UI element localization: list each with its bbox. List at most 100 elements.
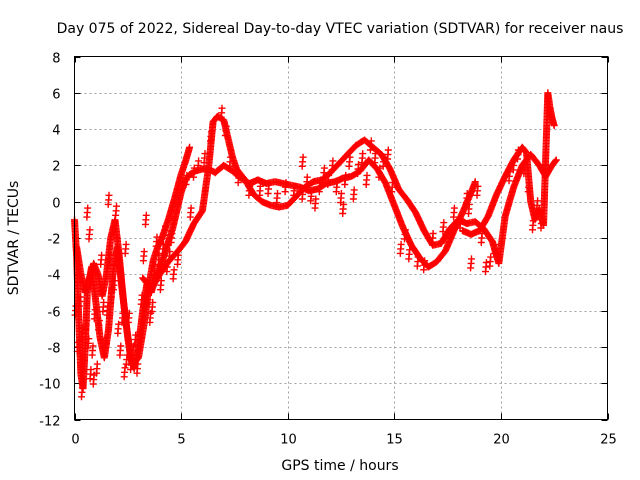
data-point — [468, 255, 475, 263]
data-point — [89, 342, 97, 350]
data-point — [154, 260, 162, 268]
data-point — [487, 253, 495, 261]
series-scatter-early — [71, 191, 182, 401]
data-point — [389, 179, 397, 187]
data-point — [112, 211, 120, 219]
data-point — [133, 369, 141, 377]
data-point — [491, 240, 499, 248]
data-point — [467, 264, 475, 272]
data-point — [329, 157, 337, 165]
data-point — [273, 199, 281, 207]
data-point — [465, 200, 473, 208]
data-point — [186, 213, 194, 221]
data-point — [384, 155, 391, 163]
data-point — [142, 220, 149, 228]
data-point — [106, 251, 114, 259]
data-point — [150, 271, 158, 279]
data-point — [174, 260, 181, 268]
data-point — [134, 360, 142, 368]
data-point — [146, 318, 154, 326]
data-point — [83, 317, 91, 325]
data-point — [83, 213, 91, 221]
data-point — [129, 351, 137, 359]
data-point — [148, 308, 156, 315]
data-point — [190, 173, 197, 181]
data-point — [525, 179, 533, 187]
y-tick-label: 8 — [52, 52, 60, 67]
data-point — [166, 248, 174, 256]
data-point — [124, 318, 132, 326]
data-point — [346, 153, 354, 161]
data-point — [298, 162, 306, 170]
x-axis-label: GPS time / hours — [281, 458, 398, 474]
data-point — [332, 188, 340, 196]
data-point — [514, 155, 521, 163]
data-point — [246, 182, 254, 190]
data-point — [217, 113, 225, 121]
data-point — [291, 182, 298, 190]
data-point — [362, 181, 370, 188]
data-point — [88, 351, 96, 359]
data-point — [186, 143, 194, 151]
data-point — [397, 240, 405, 248]
data-point — [264, 190, 272, 197]
data-point — [140, 248, 148, 256]
data-point — [256, 191, 264, 199]
data-point — [152, 242, 160, 250]
data-point — [121, 249, 129, 257]
data-point — [207, 128, 215, 136]
data-point — [71, 311, 79, 319]
data-point — [477, 239, 485, 246]
data-point — [359, 150, 367, 158]
data-point — [104, 200, 112, 208]
data-point — [95, 326, 103, 334]
data-point — [320, 173, 327, 181]
data-point — [320, 164, 328, 172]
x-tick-label: 0 — [71, 433, 79, 448]
data-point — [102, 335, 110, 343]
data-point — [529, 226, 536, 234]
data-point — [303, 173, 311, 181]
data-point — [90, 371, 98, 379]
data-point — [505, 177, 513, 185]
data-point — [195, 157, 203, 165]
y-tick-label: -12 — [39, 415, 60, 430]
data-point — [371, 159, 379, 167]
data-point — [95, 317, 103, 325]
data-point — [85, 335, 93, 343]
data-point — [90, 315, 98, 323]
data-point — [114, 329, 122, 337]
data-point — [182, 181, 190, 188]
data-point — [105, 260, 113, 268]
data-point — [84, 204, 92, 212]
data-point — [149, 298, 157, 306]
data-point — [509, 166, 517, 174]
data-point — [113, 202, 120, 210]
data-point — [324, 181, 332, 188]
data-point — [97, 260, 105, 268]
data-point — [100, 298, 108, 306]
data-point — [163, 268, 171, 276]
data-point — [165, 257, 173, 265]
data-point — [406, 246, 414, 254]
data-point — [299, 153, 307, 161]
y-tick-label: -2 — [48, 233, 61, 248]
data-point — [168, 230, 176, 237]
y-tick-label: -8 — [48, 342, 61, 357]
data-point — [138, 291, 146, 299]
data-point — [363, 171, 371, 179]
data-point — [520, 170, 528, 178]
data-point — [157, 277, 165, 285]
data-point — [89, 380, 97, 388]
y-tick-label: -6 — [48, 306, 61, 321]
data-point — [529, 217, 537, 225]
data-point — [170, 266, 178, 274]
data-point — [473, 191, 481, 199]
data-point — [552, 157, 559, 165]
data-point — [349, 195, 357, 203]
data-point — [401, 226, 409, 234]
data-point — [85, 235, 93, 243]
data-point — [339, 210, 347, 217]
data-point — [80, 366, 88, 374]
